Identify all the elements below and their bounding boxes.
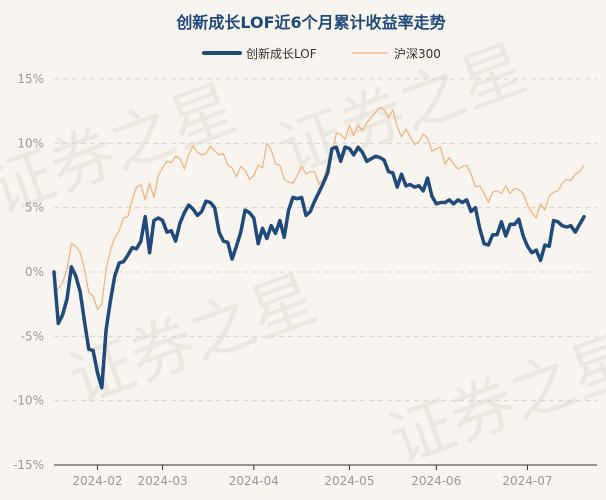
y-tick-label: 10% (17, 136, 44, 150)
x-tick-label: 2024-06 (411, 474, 461, 488)
legend: 创新成长LOF 沪深300 (202, 46, 441, 61)
y-tick-label: -10% (13, 394, 44, 408)
watermark-text: 证券之星 (60, 262, 326, 419)
series-line-index (53, 106, 585, 310)
y-tick-label: 0% (25, 265, 44, 279)
chart-title: 创新成长LOF近6个月累计收益率走势 (175, 13, 445, 32)
watermark-text: 证券之星 (380, 322, 606, 479)
x-tick-label: 2024-04 (229, 474, 279, 488)
x-tick-label: 2024-05 (324, 474, 374, 488)
legend-label-index: 沪深300 (394, 47, 441, 61)
y-tick-label: 5% (25, 201, 44, 215)
series-line-fund (52, 145, 586, 390)
y-tick-label: 15% (17, 72, 44, 86)
y-tick-label: -15% (13, 458, 44, 472)
y-tick-label: -5% (21, 329, 44, 343)
x-tick-label: 2024-07 (502, 474, 552, 488)
series-layer (52, 106, 586, 390)
axis-layer: 15% 10% 5% 0% -5% -10% -15% 2024-02 2024-03 2024-… (13, 72, 597, 488)
legend-label-fund: 创新成长LOF (246, 46, 317, 61)
x-tick-label: 2024-03 (138, 474, 188, 488)
x-tick-label: 2024-02 (72, 474, 122, 488)
